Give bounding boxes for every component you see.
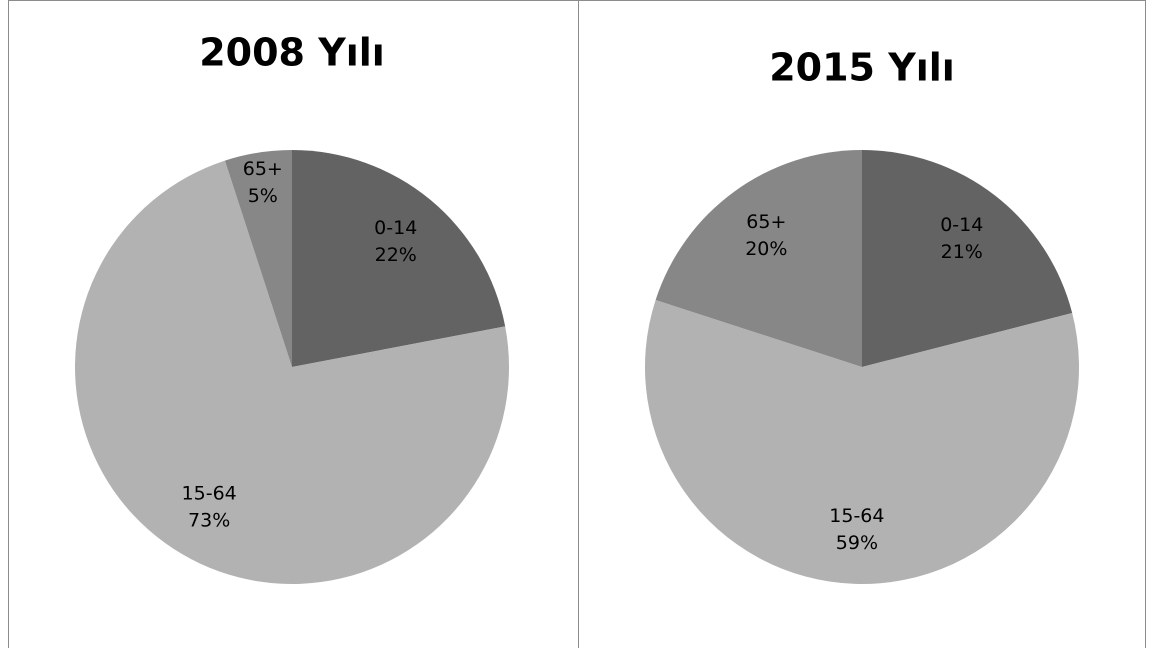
pie-slice <box>292 150 506 367</box>
slice-category: 15-64 <box>182 483 237 505</box>
pie-slice <box>655 150 862 367</box>
slice-value-label: 5% <box>248 185 278 207</box>
slice-value-label: 22% <box>375 244 417 266</box>
slice-value-label: 20% <box>745 238 787 260</box>
slice-category: 65+ <box>243 158 283 180</box>
chart-title: 2015 Yılı <box>769 46 955 90</box>
slice-category: 15-64 <box>829 505 884 527</box>
pie-slice <box>644 299 1079 584</box>
slice-value-label: 73% <box>188 510 230 532</box>
slice-value-label: 21% <box>941 241 983 263</box>
slice-value-label: 59% <box>836 532 878 554</box>
slice-category: 0-14 <box>940 214 983 236</box>
slice-category: 65+ <box>746 211 786 233</box>
pie-slice <box>224 150 292 367</box>
pie-slice <box>862 150 1073 367</box>
pie-slice <box>75 160 509 585</box>
slice-category: 0-14 <box>374 217 417 239</box>
chart-title: 2008 Yılı <box>199 31 385 75</box>
